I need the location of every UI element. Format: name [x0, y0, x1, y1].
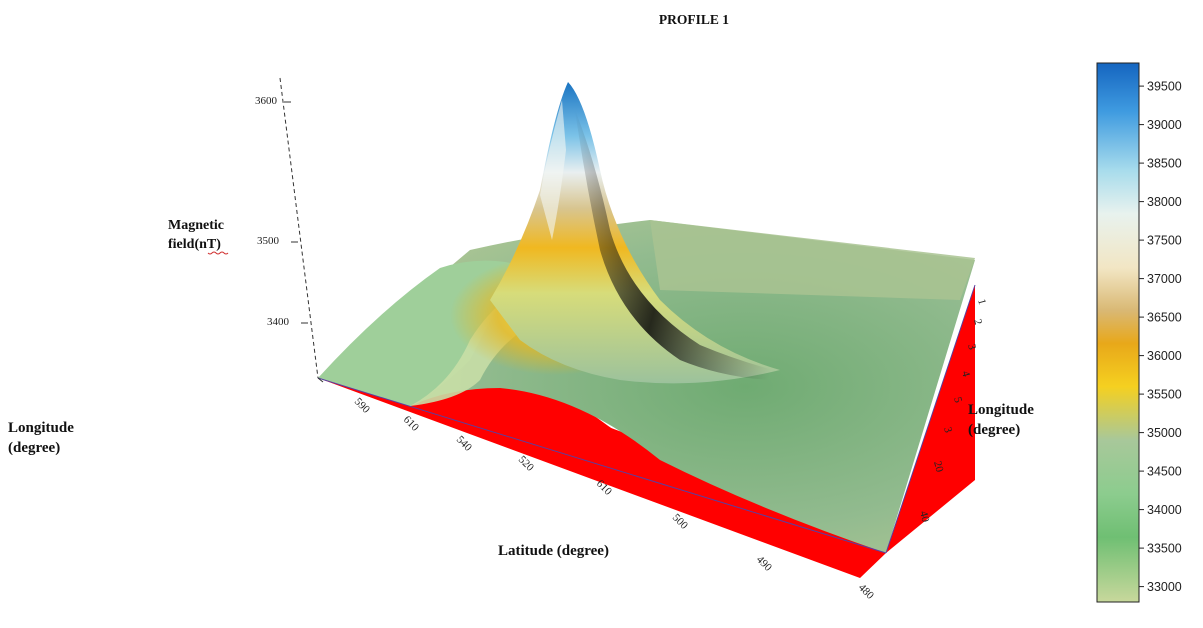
colorbar-tick-label: 34000 — [1147, 503, 1182, 517]
z-axis-line — [279, 77, 319, 379]
z-axis-label-line2: field(nT) — [168, 237, 221, 252]
latitude-tick-label: 540 — [454, 434, 475, 455]
surface-side-front-lower — [410, 384, 886, 553]
base-left-edge — [317, 377, 324, 383]
colorbar — [1096, 62, 1140, 603]
z-tick-label: 3400 — [267, 316, 290, 328]
longitude-axis-label-line2: (degree) — [968, 422, 1020, 438]
longitude-tick-label: 2 — [971, 318, 984, 326]
colorbar-tick-label: 37000 — [1147, 272, 1182, 286]
surface-back-plane — [650, 220, 975, 300]
latitude-tick-label: 610 — [401, 414, 422, 435]
longitude-tick-label: 20 — [931, 460, 946, 474]
longitude-tick-label: 1 — [975, 298, 988, 306]
colorbar-tick-label: 33500 — [1147, 542, 1182, 556]
colorbar-tick-label: 36000 — [1147, 349, 1182, 363]
spellcheck-underline — [207, 251, 229, 255]
latitude-tick-label: 590 — [352, 396, 373, 417]
left-longitude-label-line2: (degree) — [8, 440, 60, 456]
z-tick-label: 3600 — [255, 95, 278, 107]
colorbar-tick-label: 35500 — [1147, 388, 1182, 402]
surface-side-front — [318, 378, 886, 578]
longitude-tick-label: 4 — [959, 370, 972, 379]
latitude-tick-label: 490 — [754, 554, 775, 575]
colorbar-tick-label: 37500 — [1147, 234, 1182, 248]
left-longitude-label-line1: Longitude — [8, 420, 74, 436]
latitude-tick-label: 500 — [670, 512, 691, 533]
longitude-tick-label: 3 — [965, 343, 978, 352]
longitude-tick-label: 5 — [951, 396, 964, 405]
colorbar-tick-label: 38500 — [1147, 157, 1182, 171]
surface-peak-shadow — [575, 110, 820, 381]
longitude-tick-label: 40 — [917, 510, 932, 524]
longitude-axis-line — [885, 284, 976, 554]
colorbar-tick-label: 39000 — [1147, 118, 1182, 132]
latitude-axis-label: Latitude (degree) — [498, 543, 609, 559]
colorbar-tick-label: 38000 — [1147, 195, 1182, 209]
z-tick-label: 3500 — [257, 235, 280, 247]
longitude-tick-label: 3 — [941, 426, 954, 435]
latitude-tick-label: 480 — [856, 582, 877, 603]
colorbar-ticks: 39500 39000 38500 38000 37500 37000 36500 36000… — [1139, 80, 1182, 594]
colorbar-tick-label: 35000 — [1147, 426, 1182, 440]
latitude-axis-line — [317, 377, 887, 554]
colorbar-tick-label: 34500 — [1147, 465, 1182, 479]
colorbar-tick-label: 36500 — [1147, 311, 1182, 325]
longitude-ticks: 1 2 3 4 5 3 20 40 — [917, 298, 988, 524]
longitude-axis-label-line1: Longitude — [968, 402, 1034, 418]
colorbar-tick-label: 33000 — [1147, 580, 1182, 594]
chart-title: PROFILE 1 — [659, 12, 729, 27]
z-axis-label-line1: Magnetic — [168, 218, 224, 233]
colorbar-tick-label: 39500 — [1147, 80, 1182, 94]
surface-peak-highlight — [540, 100, 566, 240]
